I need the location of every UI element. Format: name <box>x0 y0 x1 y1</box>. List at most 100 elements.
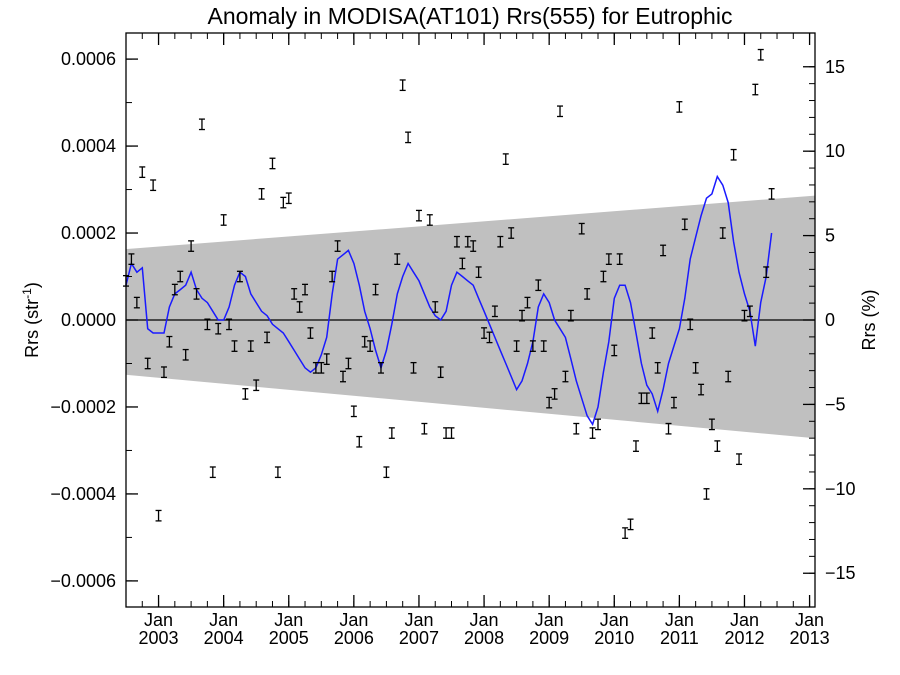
y-right-tick-label: −15 <box>825 563 856 583</box>
y-right-tick-label: 5 <box>825 226 835 246</box>
anomaly-point <box>557 105 564 118</box>
anomaly-point <box>475 266 482 279</box>
anomaly-point <box>746 305 753 318</box>
x-tick-month-label: Jan <box>274 610 303 630</box>
x-tick-year-label: 2009 <box>529 628 569 648</box>
anomaly-point <box>367 340 374 352</box>
anomaly-point <box>437 366 444 379</box>
x-axis-ticks: Jan2003Jan2004Jan2005Jan2006Jan2007Jan20… <box>125 33 830 648</box>
y-tick-label: −0.0002 <box>50 397 116 417</box>
x-tick-year-label: 2008 <box>464 628 504 648</box>
x-tick-month-label: Jan <box>600 610 629 630</box>
anomaly-point <box>236 270 243 283</box>
anomaly-point <box>198 118 205 131</box>
anomaly-point <box>133 296 140 309</box>
anomaly-point <box>622 527 629 539</box>
y-right-tick-label: 15 <box>825 57 845 77</box>
anomaly-point <box>209 466 216 479</box>
anomaly-point <box>334 240 341 252</box>
y-tick-label: 0.0004 <box>61 136 116 156</box>
anomaly-point <box>464 235 471 248</box>
anomaly-point <box>513 340 520 352</box>
chart-title: Anomaly in MODISA(AT101) Rrs(555) for Eu… <box>208 3 733 29</box>
y-axis-left-title-superscript: -1 <box>20 288 34 299</box>
anomaly-point <box>459 257 466 270</box>
smoothed-line-layer <box>125 174 773 427</box>
anomaly-point <box>356 435 363 448</box>
x-tick-year-label: 2010 <box>594 628 634 648</box>
anomaly-point <box>193 288 200 300</box>
anomaly-point <box>448 427 455 439</box>
y-axis-left-title-main: Rrs (str <box>22 299 42 358</box>
anomaly-point <box>632 440 639 452</box>
anomaly-point <box>128 253 135 265</box>
anomaly-point <box>681 218 688 231</box>
anomaly-point <box>291 288 298 300</box>
anomaly-point <box>307 327 314 339</box>
anomaly-point <box>741 309 748 322</box>
anomaly-point <box>692 361 699 374</box>
anomaly-point <box>269 157 276 170</box>
smoothed-anomaly-line <box>125 174 773 427</box>
anomaly-point <box>443 427 450 439</box>
anomaly-point <box>150 179 157 192</box>
anomaly-point <box>388 427 395 439</box>
anomaly-point <box>649 327 656 339</box>
anomaly-point <box>502 153 509 165</box>
anomaly-point <box>654 361 661 374</box>
left-axis-ticks: 0.0006 0.0004 0.0002 0.0000 −0.0002 −0.0004 −0… <box>50 49 138 591</box>
anomaly-point <box>160 366 167 379</box>
anomaly-point <box>318 361 325 374</box>
anomaly-point <box>204 318 211 331</box>
x-tick-month-label: Jan <box>209 610 238 630</box>
right-axis-ticks: 15 10 5 0 −5 −10 −15 <box>803 57 856 583</box>
x-tick-year-label: 2007 <box>399 628 439 648</box>
y-tick-label: 0.0006 <box>61 49 116 69</box>
anomaly-point <box>171 283 178 296</box>
anomaly-point <box>567 309 574 322</box>
anomaly-point <box>687 318 694 331</box>
anomaly-point <box>752 83 759 96</box>
x-tick-month-label: Jan <box>404 610 433 630</box>
anomaly-point <box>231 340 238 352</box>
anomaly-point <box>329 270 336 283</box>
anomaly-point <box>405 131 412 144</box>
anomaly-point <box>600 270 607 283</box>
anomaly-point <box>627 518 634 531</box>
anomaly-point <box>312 361 319 374</box>
anomaly-point <box>486 331 493 344</box>
x-tick-month-label: Jan <box>470 610 499 630</box>
anomaly-point <box>280 196 287 209</box>
anomaly-point <box>508 227 515 239</box>
anomaly-point <box>247 340 254 352</box>
anomaly-point <box>665 422 672 435</box>
anomaly-point <box>524 296 531 309</box>
y-right-tick-label: 0 <box>825 310 835 330</box>
anomaly-point <box>220 214 227 226</box>
y-right-tick-label: −5 <box>825 394 846 414</box>
anomaly-point <box>768 188 775 200</box>
anomaly-point <box>177 270 184 283</box>
x-tick-month-label: Jan <box>339 610 368 630</box>
anomaly-point <box>491 305 498 318</box>
anomaly-point <box>529 340 536 352</box>
anomaly-point <box>155 509 162 522</box>
x-tick-year-label: 2003 <box>139 628 179 648</box>
anomaly-point <box>394 253 401 265</box>
anomaly-point <box>519 309 526 322</box>
anomaly-point <box>383 466 390 479</box>
x-tick-year-label: 2012 <box>724 628 764 648</box>
anomaly-point <box>264 331 271 344</box>
y-tick-label: −0.0006 <box>50 571 116 591</box>
anomaly-point <box>730 148 737 161</box>
anomaly-point <box>345 357 352 370</box>
anomaly-point <box>540 340 547 352</box>
x-tick-month-label: Jan <box>730 610 759 630</box>
x-tick-year-label: 2011 <box>660 628 699 648</box>
x-tick-month-label: Jan <box>144 610 173 630</box>
anomaly-point <box>551 388 558 400</box>
anomaly-point <box>616 253 623 265</box>
anomaly-point <box>562 370 569 383</box>
anomaly-point <box>432 301 439 313</box>
